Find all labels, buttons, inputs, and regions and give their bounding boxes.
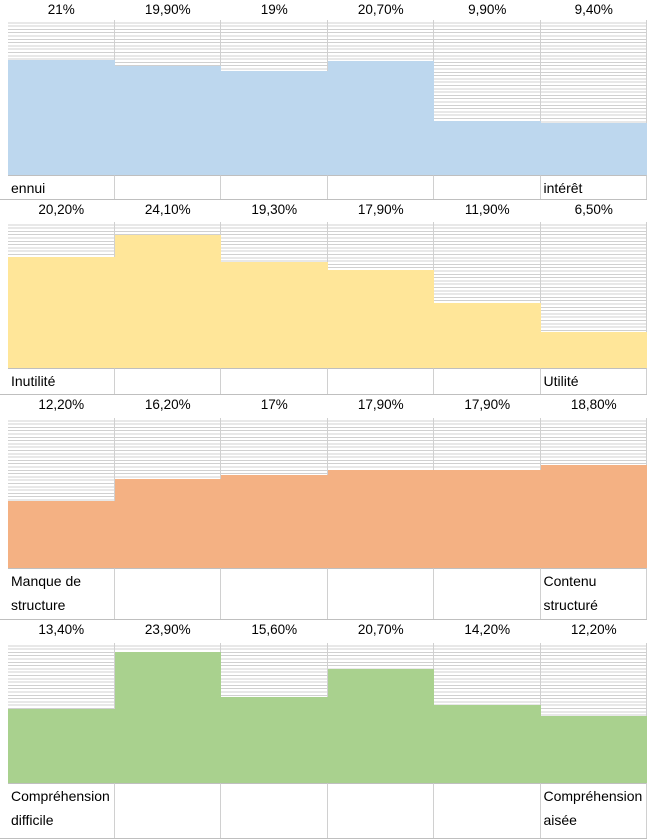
bar	[221, 474, 328, 568]
value-label: 14,20%	[464, 622, 511, 637]
value-label: 12,20%	[570, 622, 617, 637]
value-label: 6,50%	[574, 202, 613, 217]
category-cell	[114, 568, 221, 620]
value-label: 13,40%	[38, 622, 85, 637]
bar	[434, 469, 541, 568]
bar	[221, 697, 328, 783]
value-label: 19%	[260, 2, 288, 17]
category-label: Compréhension difficile	[8, 783, 115, 839]
category-cell	[114, 175, 221, 200]
value-label: 17%	[260, 397, 288, 412]
category-label: intérêt	[540, 175, 647, 200]
panel-border	[0, 619, 647, 620]
category-label: ennui	[8, 175, 115, 200]
value-label: 9,90%	[468, 2, 507, 17]
category-cell	[434, 175, 541, 200]
panel-border	[0, 394, 647, 395]
bar	[8, 709, 115, 783]
value-label: 12,20%	[38, 397, 85, 412]
bar	[434, 120, 541, 175]
bar	[540, 464, 647, 568]
bar	[434, 704, 541, 783]
panel-border	[0, 199, 647, 200]
category-cell	[114, 368, 221, 395]
category-cell	[434, 368, 541, 395]
category-label: Utilité	[540, 368, 647, 395]
value-label: 21%	[47, 2, 75, 17]
bar	[114, 235, 222, 368]
category-cell	[221, 175, 328, 200]
category-cell	[434, 568, 541, 620]
bar	[221, 70, 328, 175]
value-label: 19,90%	[144, 2, 191, 17]
category-cell	[327, 783, 434, 839]
value-label: 20,70%	[357, 622, 404, 637]
value-label: 9,40%	[574, 2, 613, 17]
value-label: 24,10%	[144, 202, 191, 217]
bar	[114, 651, 222, 783]
bar	[327, 269, 435, 368]
bar	[114, 478, 222, 568]
bar	[540, 123, 647, 175]
category-cell	[114, 783, 221, 839]
value-label: 11,90%	[464, 202, 510, 217]
bar	[221, 261, 328, 368]
bar	[327, 61, 435, 175]
value-label: 19,30%	[251, 202, 298, 217]
bar	[8, 256, 115, 368]
bar	[540, 715, 647, 783]
bar	[8, 500, 115, 568]
value-label: 17,90%	[357, 202, 404, 217]
category-label: Contenu structuré	[540, 568, 647, 620]
value-label: 17,90%	[357, 397, 404, 412]
value-label: 23,90%	[144, 622, 191, 637]
value-label: 20,70%	[357, 2, 404, 17]
category-cell	[221, 568, 328, 620]
value-label: 16,20%	[144, 397, 191, 412]
category-cell	[327, 568, 434, 620]
value-label: 17,90%	[464, 397, 511, 412]
category-label: Inutilité	[8, 368, 115, 395]
category-cell	[221, 783, 328, 839]
category-label: Manque de structure	[8, 568, 115, 620]
bar	[327, 469, 435, 568]
bar	[434, 302, 541, 368]
bar	[540, 332, 647, 368]
category-cell	[434, 783, 541, 839]
category-label: Compréhension aisée	[540, 783, 647, 839]
category-cell	[327, 175, 434, 200]
value-label: 15,60%	[251, 622, 298, 637]
bar	[114, 65, 222, 175]
category-cell	[327, 368, 434, 395]
value-label: 20,20%	[38, 202, 85, 217]
bar	[8, 59, 115, 175]
value-label: 18,80%	[570, 397, 617, 412]
bar	[327, 669, 435, 783]
category-cell	[221, 368, 328, 395]
